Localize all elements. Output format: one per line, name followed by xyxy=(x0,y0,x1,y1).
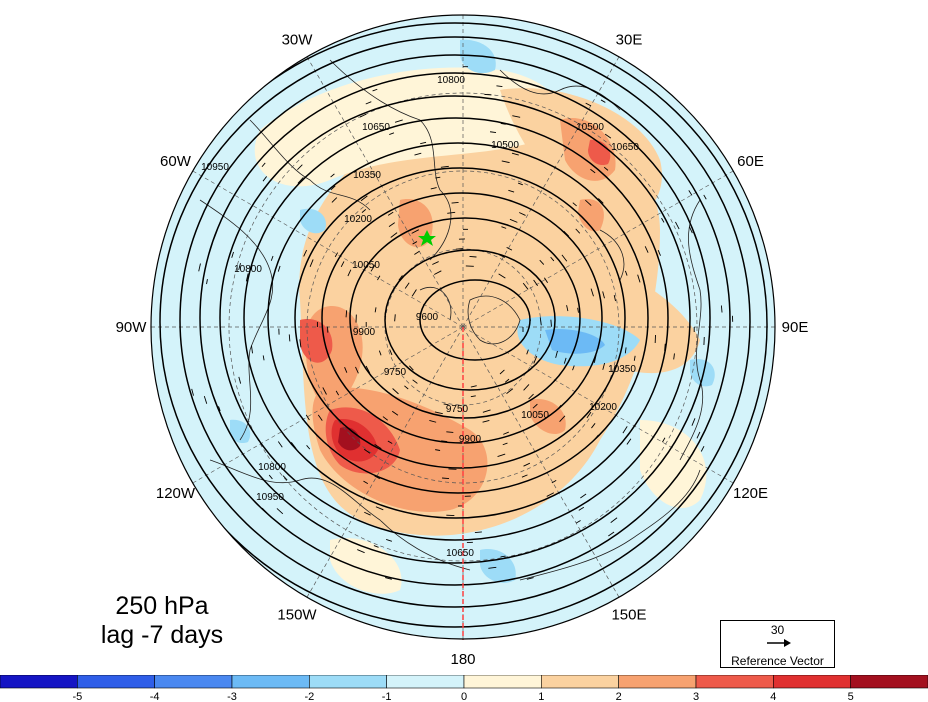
colorbar-swatch xyxy=(850,675,928,689)
location-marker xyxy=(418,230,436,246)
map-border xyxy=(150,14,776,640)
longitude-label: 30E xyxy=(616,31,643,48)
title-level: 250 hPa xyxy=(115,592,209,620)
colorbar-swatch xyxy=(773,675,851,689)
contour-label: 10800 xyxy=(437,75,465,86)
longitude-label: 120E xyxy=(733,485,768,502)
longitude-label: 150E xyxy=(611,607,646,624)
contour-label: 10950 xyxy=(256,492,284,503)
colorbar-tick-label: 2 xyxy=(616,691,622,702)
contour-label: 10500 xyxy=(491,140,519,151)
contour-label: 9900 xyxy=(353,327,376,338)
longitude-label: 60E xyxy=(737,153,764,170)
contour-label: 10200 xyxy=(344,214,372,225)
colorbar-swatch xyxy=(541,675,619,689)
reference-vector-box: 30 Reference Vector xyxy=(720,620,835,668)
colorbar-swatch xyxy=(154,675,233,689)
contour-label: 9750 xyxy=(446,404,469,415)
height-contours xyxy=(151,22,768,628)
longitude-label: 150W xyxy=(277,607,317,624)
title-lag: lag -7 days xyxy=(100,621,224,649)
contour-label: 9600 xyxy=(416,312,439,323)
colorbar-swatch xyxy=(463,675,542,689)
contour-label: 9750 xyxy=(384,367,407,378)
colorbar-tick-label: 4 xyxy=(770,691,776,702)
colorbar-tick-label: -5 xyxy=(72,691,82,702)
longitude-labels: 0 30E 60E 90E 120E 150E 180 150W 120W 90W 60W 30W xyxy=(116,0,809,668)
longitude-label: 120W xyxy=(156,485,196,502)
colorbar-swatch xyxy=(309,675,387,689)
colorbar-tick-label: 1 xyxy=(538,691,544,702)
contour-label: 10050 xyxy=(521,410,549,421)
colorbar-tick-label: 5 xyxy=(848,691,854,702)
longitude-label: 60W xyxy=(160,153,192,170)
colorbar: -5 -4 -3 -2 -1 0 1 2 3 4 5 xyxy=(0,675,928,702)
contour-label: 10800 xyxy=(234,264,262,275)
reference-vector-value: 30 xyxy=(770,623,785,637)
colorbar-tick-label: 0 xyxy=(461,691,467,702)
longitude-label: 90W xyxy=(116,319,148,336)
anomaly-shading xyxy=(229,39,715,594)
colorbar-swatch xyxy=(77,675,155,689)
colorbar-tick-label: -4 xyxy=(150,691,160,702)
plot-title: 250 hPa lag -7 days xyxy=(62,592,262,650)
colorbar-tick-label: -1 xyxy=(382,691,392,702)
colorbar-swatch xyxy=(695,675,774,689)
contour-label: 10650 xyxy=(362,122,390,133)
contour-label: 9900 xyxy=(459,434,482,445)
reference-vector-arrow-icon xyxy=(767,639,791,647)
colorbar-swatch xyxy=(386,675,465,689)
colorbar-tick-label: -2 xyxy=(304,691,314,702)
longitude-label: 180 xyxy=(450,651,475,668)
contour-label: 10650 xyxy=(446,548,474,559)
colorbar-swatch xyxy=(0,675,78,689)
contour-label: 10950 xyxy=(201,162,229,173)
colorbar-tick-label: 3 xyxy=(693,691,699,702)
colorbar-swatch xyxy=(618,675,697,689)
longitude-label: 0 xyxy=(459,0,467,4)
longitude-label: 90E xyxy=(782,319,809,336)
contour-label: 10800 xyxy=(258,462,286,473)
colorbar-tick-label: -3 xyxy=(227,691,237,702)
wind-vectors xyxy=(191,66,734,580)
longitude-label: 30W xyxy=(282,31,314,48)
contour-label: 10650 xyxy=(611,142,639,153)
contour-label: 10200 xyxy=(589,402,617,413)
reference-vector-label: Reference Vector xyxy=(731,654,824,668)
contour-label: 10500 xyxy=(576,122,604,133)
contour-label: 10050 xyxy=(352,260,380,271)
polar-stereographic-map: 10800 10650 10500 10350 10200 10050 9900 9750 96… xyxy=(116,0,809,668)
contour-label: 10350 xyxy=(353,170,381,181)
contour-labels: 10800 10650 10500 10350 10200 10050 9900 9750 96… xyxy=(201,75,639,559)
colorbar-swatch xyxy=(231,675,310,689)
contour-label: 10350 xyxy=(608,364,636,375)
